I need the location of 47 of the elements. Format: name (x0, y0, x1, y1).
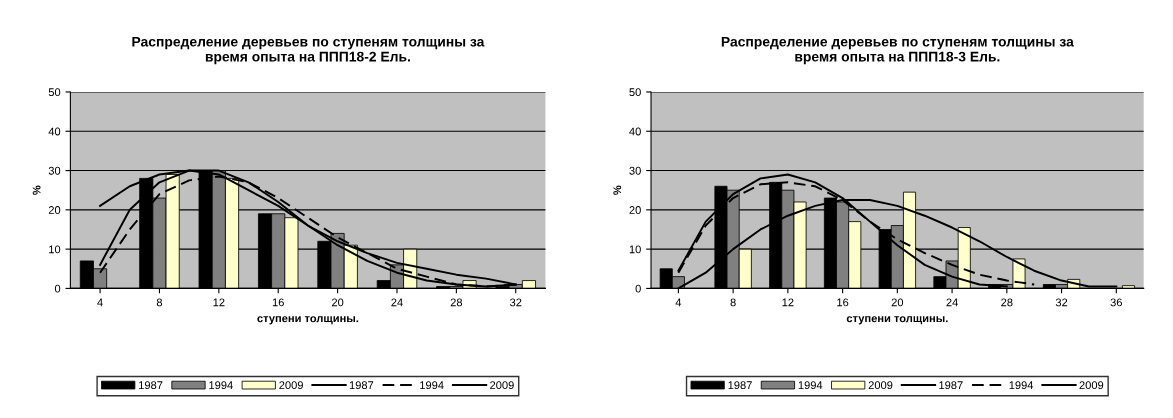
legend-label: 1994 (420, 381, 444, 390)
x-tick-label: 16 (837, 298, 849, 307)
legend-label: 1994 (798, 381, 823, 390)
x-tick-label: 24 (946, 298, 958, 307)
y-tick-label: 0 (635, 284, 641, 293)
y-tick-label: 40 (48, 127, 61, 136)
y-tick-label: 20 (629, 206, 641, 214)
y-tick-label: 50 (629, 88, 641, 97)
x-tick-label: 32 (510, 298, 522, 307)
y-tick-label: 10 (49, 245, 61, 254)
x-tick-label: 12 (213, 298, 225, 307)
legend-label: 2009 (490, 381, 514, 390)
x-axis-title: ступени толщины. (257, 316, 359, 325)
x-tick-label: 28 (1001, 298, 1013, 307)
y-tick-label: 0 (54, 284, 61, 293)
legend-label: 1987 (349, 381, 374, 390)
x-tick-label: 20 (891, 298, 904, 307)
y-tick-label: 40 (629, 127, 641, 136)
chart-title: Распределение деревьев по ступеням толщины за время опыта на ППП18-3 Ель. (721, 36, 1074, 65)
x-tick-label: 12 (782, 298, 794, 307)
y-tick-label: 20 (48, 206, 61, 214)
x-tick-label: 36 (1110, 298, 1122, 307)
legend-label: 2009 (868, 381, 893, 390)
y-axis-title: % (32, 185, 41, 195)
x-tick-label: 8 (156, 298, 163, 307)
x-tick-label: 24 (391, 298, 403, 307)
legend-label: 1994 (209, 381, 233, 390)
y-tick-label: 10 (629, 245, 641, 254)
x-axis-title: ступени толщины. (846, 316, 948, 325)
y-axis-title: % (613, 185, 622, 195)
y-tick-label: 30 (48, 166, 61, 175)
x-tick-label: 4 (675, 298, 682, 307)
legend-label: 2009 (279, 381, 303, 390)
legend-label: 1987 (139, 381, 163, 390)
legend-label: 1994 (1009, 381, 1034, 390)
x-tick-label: 28 (450, 298, 463, 307)
legend-label: 1987 (728, 381, 752, 390)
x-tick-label: 20 (331, 298, 344, 307)
x-tick-label: 32 (1055, 298, 1068, 307)
x-tick-label: 16 (272, 298, 284, 307)
y-tick-label: 50 (48, 88, 61, 97)
chart-title: Распределение деревьев по ступеням толщины за время опыта на ППП18-2 Ель. (132, 36, 485, 65)
x-tick-label: 4 (97, 298, 103, 307)
y-tick-label: 30 (629, 166, 641, 175)
legend-label: 1987 (939, 381, 963, 390)
x-tick-label: 8 (730, 298, 736, 307)
legend-label: 2009 (1079, 381, 1104, 390)
